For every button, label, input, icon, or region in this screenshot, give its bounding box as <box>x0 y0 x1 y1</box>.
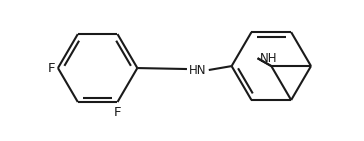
Text: F: F <box>114 106 121 119</box>
Text: HN: HN <box>189 63 206 77</box>
Text: NH: NH <box>260 52 277 65</box>
Text: F: F <box>47 62 55 75</box>
